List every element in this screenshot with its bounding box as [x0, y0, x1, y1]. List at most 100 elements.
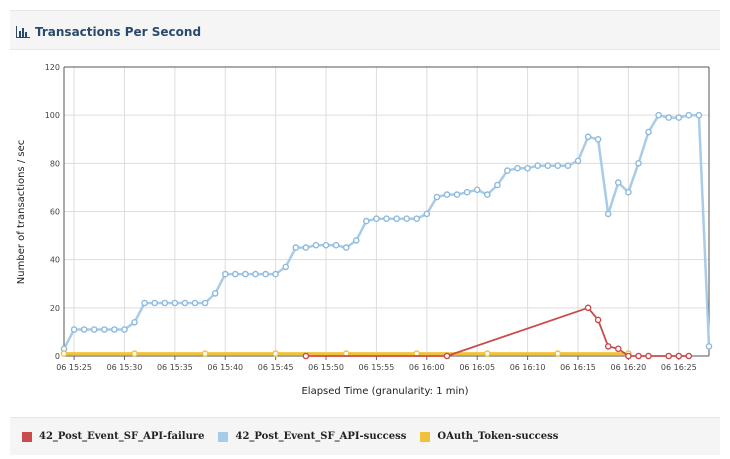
legend-label: OAuth_Token-success [437, 431, 559, 442]
data-point-success [161, 299, 169, 307]
data-point-success [352, 237, 360, 244]
data-point-success [171, 299, 179, 307]
series-oauth [60, 350, 632, 357]
data-point-failure [594, 316, 602, 324]
data-point-success [615, 179, 622, 186]
legend-item-success[interactable]: 42_Post_Event_SF_API-success [218, 431, 406, 442]
data-point-oauth [60, 350, 68, 357]
data-point-success [242, 270, 249, 278]
data-point-success [685, 111, 693, 119]
data-point-failure [645, 352, 652, 360]
x-tick-label: 06 16:25 [661, 363, 697, 372]
data-point-oauth [131, 350, 138, 357]
data-point-success [181, 299, 189, 307]
y-tick-label: 0 [55, 352, 60, 361]
tick-labels: 0 20 40 60 80 100 120 06 15:25 06 15:30 06 15:35 0… [45, 63, 697, 372]
data-point-success [373, 215, 380, 222]
x-tick-label: 06 15:55 [359, 363, 395, 372]
data-point-success [221, 270, 229, 278]
data-point-success [211, 290, 219, 297]
legend: 42_Post_Event_SF_API-failure 42_Post_Even… [10, 417, 720, 455]
data-point-success [201, 299, 209, 307]
data-point-success [302, 244, 310, 251]
data-point-failure [302, 352, 310, 360]
y-axis-title: Number of transactions / sec [16, 140, 27, 284]
data-point-success [635, 160, 642, 167]
x-tick-label: 06 16:00 [409, 363, 445, 372]
data-point-success [141, 299, 148, 307]
data-point-success [383, 215, 390, 222]
data-point-success [90, 326, 98, 333]
x-tick-label: 06 15:40 [207, 363, 243, 372]
data-point-failure [625, 352, 632, 360]
x-tick-label: 06 15:45 [258, 363, 294, 372]
legend-item-failure[interactable]: 42_Post_Event_SF_API-failure [22, 431, 204, 442]
x-axis-title: Elapsed Time (granularity: 1 min) [301, 386, 468, 397]
grid-lines [64, 66, 709, 356]
series-success [60, 111, 713, 353]
data-point-success [665, 114, 673, 121]
data-point-success [645, 128, 652, 136]
data-point-success [433, 193, 441, 201]
data-point-success [252, 270, 259, 278]
data-point-oauth [272, 350, 279, 357]
legend-label: 42_Post_Event_SF_API-failure [39, 431, 205, 442]
y-tick-label: 80 [50, 159, 60, 168]
data-point-failure [685, 352, 693, 360]
data-point-success [423, 210, 431, 218]
data-point-success [594, 136, 602, 143]
series-line-success [62, 113, 711, 350]
data-point-success [675, 114, 683, 121]
data-point-success [564, 162, 572, 169]
panel-title-text: Transactions Per Second [35, 25, 202, 39]
data-point-success [413, 215, 421, 222]
series-failure [302, 304, 693, 360]
x-tick-label: 06 15:50 [308, 363, 344, 372]
x-tick-label: 06 15:35 [157, 363, 193, 372]
x-tick-label: 06 15:25 [56, 363, 92, 372]
legend-swatch-success [218, 431, 229, 442]
data-point-success [70, 326, 78, 333]
data-point-success [362, 217, 370, 225]
data-point-failure [665, 352, 673, 360]
data-point-failure [635, 352, 642, 360]
y-tick-label: 120 [45, 63, 60, 72]
data-point-success [262, 270, 269, 278]
data-point-success [524, 164, 531, 172]
data-point-success [463, 188, 471, 196]
data-point-failure [604, 343, 612, 350]
x-tick-label: 06 16:05 [459, 363, 495, 372]
data-point-success [282, 263, 290, 271]
data-point-success [393, 215, 400, 222]
legend-item-oauth[interactable]: OAuth_Token-success [420, 431, 558, 442]
data-point-success [544, 162, 552, 169]
bar-chart-icon [16, 26, 30, 38]
data-point-success [231, 270, 239, 278]
data-point-success [554, 162, 562, 169]
data-point-failure [675, 352, 683, 360]
data-point-success [473, 186, 481, 194]
data-point-success [101, 326, 108, 333]
data-point-oauth [554, 350, 562, 357]
data-point-failure [615, 345, 622, 353]
data-point-success [604, 210, 612, 218]
data-point-success [483, 191, 491, 198]
data-point-success [695, 111, 703, 119]
data-point-success [272, 270, 279, 278]
data-point-failure [584, 304, 592, 312]
panel-header [10, 10, 720, 50]
data-point-success [655, 111, 662, 119]
data-point-success [342, 244, 350, 251]
y-tick-label: 100 [45, 111, 60, 120]
series-line-failure [305, 306, 689, 357]
data-point-success [584, 133, 592, 141]
legend-label: 42_Post_Event_SF_API-success [235, 431, 407, 442]
y-tick-label: 60 [50, 208, 60, 217]
data-point-oauth [201, 350, 209, 357]
y-tick-label: 20 [50, 304, 60, 313]
data-point-success [574, 157, 582, 165]
data-point-success [111, 326, 118, 333]
data-point-success [131, 318, 138, 326]
data-point-success [312, 241, 320, 249]
